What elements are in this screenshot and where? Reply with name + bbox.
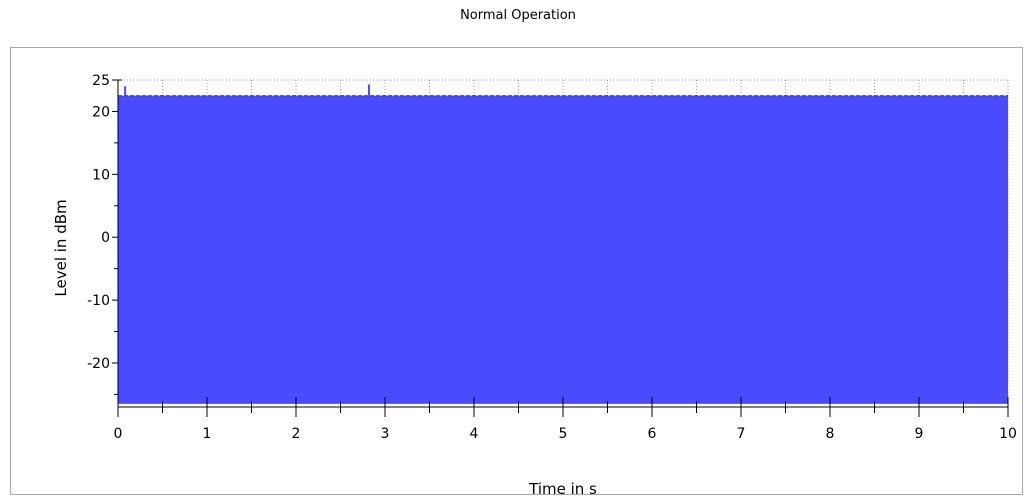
x-tick-label: 8 (826, 426, 835, 442)
x-tick-label: 0 (114, 426, 123, 442)
y-tick-label: 10 (92, 167, 110, 183)
x-tick-label: 2 (292, 426, 301, 442)
x-tick-label: 6 (648, 426, 657, 442)
axes (112, 79, 1009, 417)
chart-title: Normal Operation (460, 8, 576, 23)
y-tick-label: -20 (87, 356, 110, 372)
x-tick-label: 4 (470, 426, 479, 442)
x-tick-label: 10 (999, 426, 1017, 442)
chart-frame (10, 47, 1023, 495)
x-tick-label: 1 (203, 426, 212, 442)
tick-labels: 0 1 2 3 4 5 6 7 8 9 10 25 20 10 0 -10 -20 (87, 73, 1017, 442)
x-tick-label: 9 (915, 426, 924, 442)
y-tick-label: 25 (92, 73, 110, 89)
y-tick-label: 0 (101, 230, 110, 246)
y-tick-label: 20 (92, 104, 110, 120)
x-axis-title: Time in s (528, 480, 597, 498)
y-axis-title: Level in dBm (52, 199, 70, 296)
y-tick-label: -10 (87, 293, 110, 309)
x-tick-label: 3 (381, 426, 390, 442)
x-tick-label: 7 (737, 426, 746, 442)
x-tick-label: 5 (559, 426, 568, 442)
series-band (118, 95, 1008, 404)
series-area (118, 84, 1008, 404)
